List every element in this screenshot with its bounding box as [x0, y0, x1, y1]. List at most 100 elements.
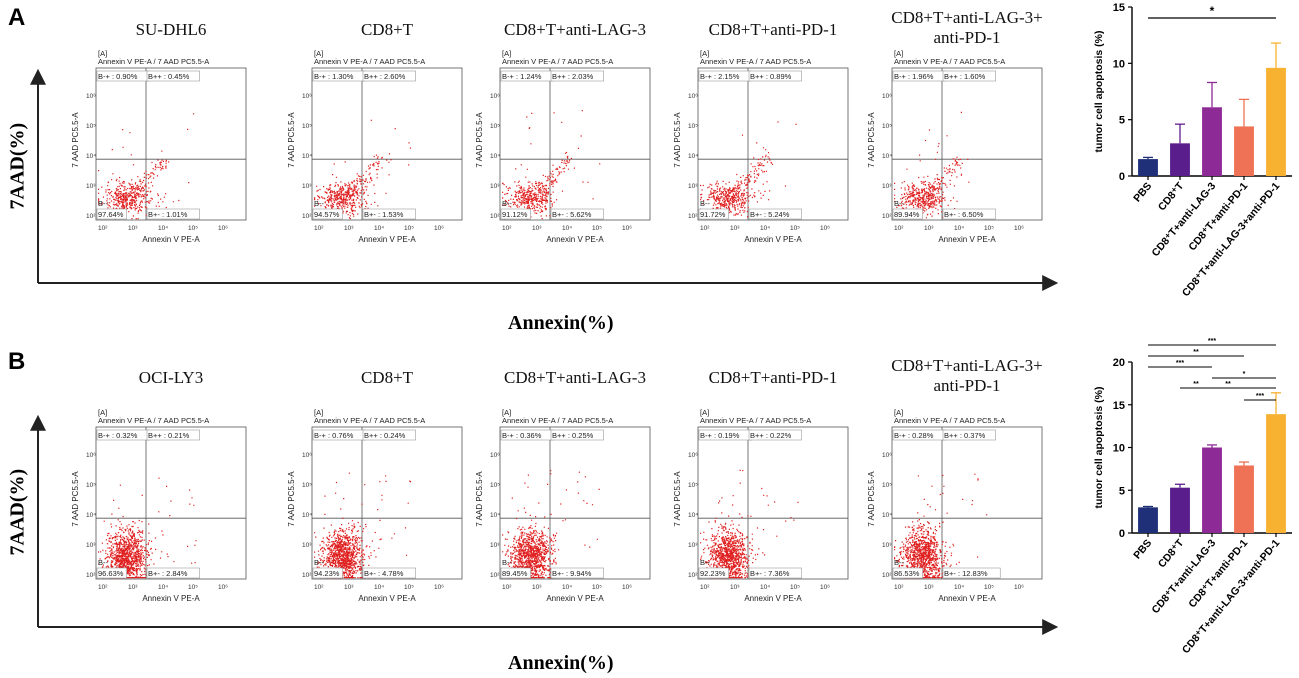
plot-label: Annexin V PE-A / 7 AAD PC5.5-A: [314, 416, 425, 425]
x-tick-label: 10⁴: [374, 225, 384, 232]
event-dots: [502, 110, 601, 220]
quadrant-ur-box: [146, 70, 200, 82]
x-tick-label: 10⁴: [760, 225, 770, 232]
y-tick-label: 20: [1113, 357, 1125, 369]
significance-label: **: [1225, 381, 1231, 388]
flow-plot-title-line2: anti-PD-1: [933, 28, 1001, 47]
y-tick-label: 0: [1119, 171, 1125, 183]
plot-label: Annexin V PE-A / 7 AAD PC5.5-A: [98, 416, 209, 425]
flow-plot-title: OCI-LY3: [138, 368, 204, 387]
flow-plot-title: CD8+T: [360, 20, 414, 39]
plot-label: Annexin V PE-A / 7 AAD PC5.5-A: [98, 57, 209, 66]
flow-plot: [A]Annexin V PE-A / 7 AAD PC5.5-A B-+ : 2…: [673, 49, 849, 244]
x-tick-label: 10²: [894, 584, 904, 591]
quadrant-ll-box: [312, 567, 343, 579]
quadrant-ur: B++ : 0.21%: [148, 431, 190, 440]
bar: [1234, 126, 1254, 176]
panel-b-y-axis-label: 7AAD(%): [6, 468, 29, 556]
quadrant-ll-label: B--: [700, 558, 711, 567]
flow-plot-title: CD8+T+anti-PD-1: [708, 368, 838, 387]
x-tick-label: 10³: [730, 225, 740, 232]
quadrant-ur-box: [942, 70, 996, 82]
x-tick-label: 10²: [502, 225, 512, 232]
quadrant-lr-box: [362, 567, 416, 579]
flow-plot-title: CD8+T+anti-LAG-3: [504, 20, 646, 39]
y-tick-label: 15: [1113, 400, 1125, 412]
quadrant-ll-box: [96, 208, 127, 220]
flow-y-label: 7 AAD PC5.5-A: [287, 112, 296, 168]
bar: [1170, 143, 1190, 176]
quadrant-ur-box: [550, 70, 604, 82]
y-tick-label: 10⁴: [490, 512, 500, 519]
x-tick-label: 10⁶: [218, 584, 228, 591]
x-tick-label: 10⁴: [562, 225, 572, 232]
x-tick-label: CD8⁺T: [1156, 537, 1187, 570]
quadrant-ll: 91.72%: [700, 210, 726, 219]
flow-y-label: 7 AAD PC5.5-A: [475, 112, 484, 168]
quadrant-ll-label: B--: [314, 558, 325, 567]
flow-plot: [A]Annexin V PE-A / 7 AAD PC5.5-A B-+ : 0…: [673, 408, 849, 603]
quadrant-lr: B+- : 6.50%: [944, 210, 984, 219]
flow-x-label: Annexin V PE-A: [142, 594, 200, 603]
y-tick-label: 10⁵: [882, 482, 892, 489]
y-tick-label: 10²: [882, 572, 892, 579]
quadrant-ur: B++ : 2.60%: [364, 72, 406, 81]
quadrant-ur: B++ : 1.60%: [944, 72, 986, 81]
quadrant-lr: B+- : 5.62%: [552, 210, 592, 219]
y-tick-label: 10⁴: [882, 512, 892, 519]
y-tick-label: 10⁶: [490, 93, 500, 100]
quadrant-ul: B-+ : 2.15%: [700, 72, 740, 81]
quadrant-ll-label: B--: [98, 199, 109, 208]
quadrant-ur: B++ : 2.03%: [552, 72, 594, 81]
x-tick-label: 10⁶: [1014, 225, 1024, 232]
y-tick-label: 10⁴: [86, 512, 96, 519]
flow-plot: [A]Annexin V PE-A / 7 AAD PC5.5-A B-+ : 1…: [867, 49, 1043, 244]
quadrant-lr: B+- : 9.94%: [552, 569, 592, 578]
quadrant-ll: 89.45%: [502, 569, 528, 578]
y-tick-label: 10⁴: [490, 153, 500, 160]
plot-label: Annexin V PE-A / 7 AAD PC5.5-A: [314, 57, 425, 66]
quadrant-ll-label: B--: [314, 199, 325, 208]
plot-frame: [95, 426, 247, 580]
x-tick-label: 10⁶: [622, 225, 632, 232]
plot-label: Annexin V PE-A / 7 AAD PC5.5-A: [894, 57, 1005, 66]
event-dots: [502, 470, 600, 579]
y-axis-label: tumor cell apoptosis (%): [1093, 387, 1105, 509]
y-axis-label: tumor cell apoptosis (%): [1093, 31, 1105, 153]
x-tick-label: 10⁴: [158, 225, 168, 232]
event-dots: [894, 473, 988, 579]
x-tick-label: 10⁵: [790, 584, 800, 591]
flow-plot: [A]Annexin V PE-A / 7 AAD PC5.5-A B-+ : 0…: [287, 408, 463, 603]
flow-y-label: 7 AAD PC5.5-A: [71, 112, 80, 168]
flow-plot: [A]Annexin V PE-A / 7 AAD PC5.5-A B-+ : 1…: [475, 49, 651, 244]
flow-x-label: Annexin V PE-A: [546, 235, 604, 244]
gate-label: [A]: [700, 49, 709, 58]
flow-y-label: 7 AAD PC5.5-A: [287, 471, 296, 527]
y-tick-label: 10⁵: [490, 123, 500, 130]
gate-label: [A]: [98, 408, 107, 417]
x-tick-label: 10²: [314, 225, 324, 232]
quadrant-ur-box: [748, 70, 802, 82]
y-tick-label: 5: [1119, 485, 1125, 497]
bar: [1202, 107, 1222, 176]
y-tick-label: 10⁶: [688, 93, 698, 100]
quadrant-ur: B++ : 0.89%: [750, 72, 792, 81]
y-tick-label: 10⁵: [688, 482, 698, 489]
plot-label: Annexin V PE-A / 7 AAD PC5.5-A: [502, 57, 613, 66]
flow-x-label: Annexin V PE-A: [744, 594, 802, 603]
x-tick-label: 10⁴: [954, 584, 964, 591]
quadrant-ur-box: [748, 429, 802, 441]
plot-frame: [311, 67, 463, 221]
x-tick-label: 10⁴: [158, 584, 168, 591]
flow-plot-title: CD8+T: [360, 368, 414, 387]
quadrant-ll: 89.94%: [894, 210, 920, 219]
event-dots: [700, 469, 799, 579]
quadrant-lr: B+- : 12.83%: [944, 569, 988, 578]
x-tick-label: 10³: [128, 584, 138, 591]
event-dots: [314, 119, 412, 220]
y-tick-label: 10⁵: [86, 123, 96, 130]
y-tick-label: 10³: [490, 183, 500, 190]
y-tick-label: 10³: [490, 542, 500, 549]
gate-label: [A]: [314, 408, 323, 417]
quadrant-lr-box: [362, 208, 416, 220]
